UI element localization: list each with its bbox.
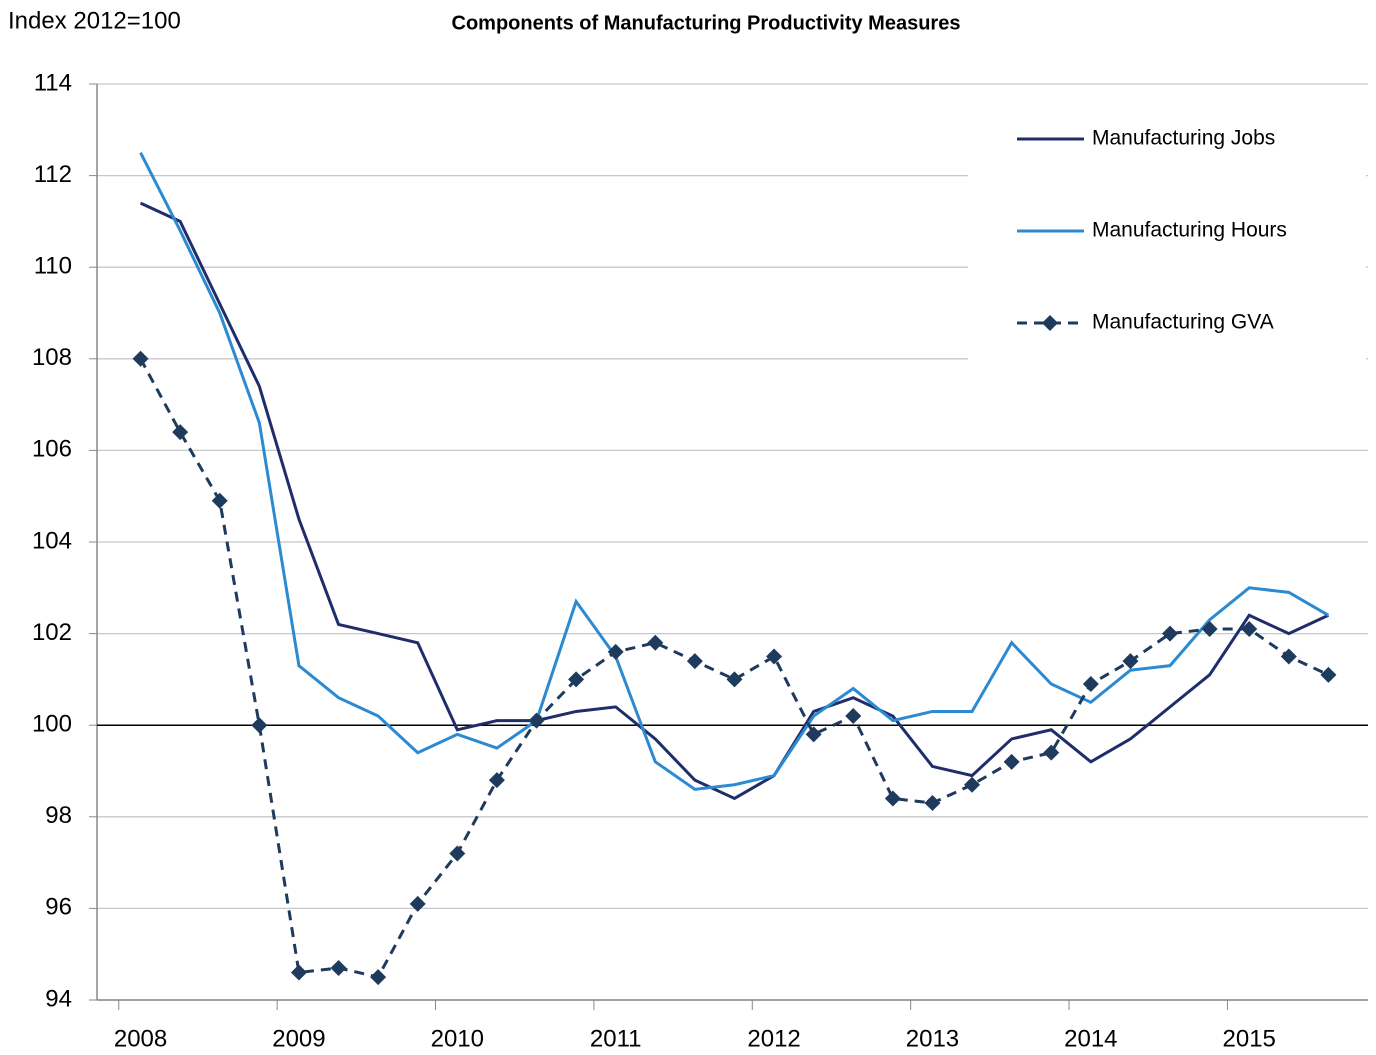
point-marker [290, 964, 307, 981]
point-marker [607, 643, 624, 660]
point-marker [686, 653, 703, 670]
point-marker [1122, 653, 1139, 670]
y-tick-label: 94 [45, 985, 72, 1012]
point-marker [409, 895, 426, 912]
y-tick-label: 114 [34, 69, 72, 96]
point-marker [766, 648, 783, 665]
point-marker [647, 634, 664, 651]
point-marker [1280, 648, 1297, 665]
x-tick-label: 2014 [1064, 1025, 1117, 1052]
y-axis-label: Index 2012=100 [8, 7, 181, 34]
point-marker [1241, 621, 1258, 638]
y-tick-label: 110 [34, 253, 72, 280]
x-tick-label: 2012 [747, 1025, 800, 1052]
y-tick-label: 102 [32, 619, 72, 646]
legend-label: Manufacturing Hours [1092, 219, 1287, 242]
x-tick-label: 2010 [431, 1025, 484, 1052]
point-marker [488, 772, 505, 789]
series-line [139, 152, 1330, 791]
x-tick-label: 2013 [906, 1025, 959, 1052]
x-tick-label: 2008 [114, 1025, 167, 1052]
y-tick-label: 112 [34, 161, 72, 188]
legend-marker [1042, 315, 1058, 331]
point-marker [1162, 625, 1179, 642]
point-marker [211, 492, 228, 509]
point-marker [172, 424, 189, 441]
series-line [139, 201, 1330, 801]
chart-title: Components of Manufacturing Productivity… [452, 12, 961, 34]
y-tick-label: 98 [45, 802, 72, 829]
point-marker [1201, 621, 1218, 638]
y-tick-label: 106 [32, 436, 72, 463]
point-marker [924, 795, 941, 812]
point-marker [845, 708, 862, 725]
y-tick-label: 104 [32, 527, 72, 554]
point-marker [805, 726, 822, 743]
point-marker [528, 712, 545, 729]
point-marker [964, 776, 981, 793]
point-marker [1003, 753, 1020, 770]
x-tick-label: 2015 [1223, 1025, 1276, 1052]
x-tick-label: 2011 [590, 1025, 642, 1052]
point-marker [1082, 675, 1099, 692]
point-marker [132, 350, 149, 367]
point-marker [884, 790, 901, 807]
point-marker [251, 717, 268, 734]
legend-label: Manufacturing Jobs [1092, 127, 1275, 150]
point-marker [568, 671, 585, 688]
y-tick-label: 100 [32, 711, 72, 738]
point-marker [1043, 744, 1060, 761]
y-tick-label: 108 [32, 344, 72, 371]
y-tick-label: 96 [45, 894, 72, 921]
point-marker [726, 671, 743, 688]
x-tick-label: 2009 [272, 1025, 325, 1052]
point-marker [1320, 666, 1337, 683]
point-marker [370, 969, 387, 986]
point-marker [330, 959, 347, 976]
legend-label: Manufacturing GVA [1092, 311, 1274, 334]
point-marker [449, 845, 466, 862]
